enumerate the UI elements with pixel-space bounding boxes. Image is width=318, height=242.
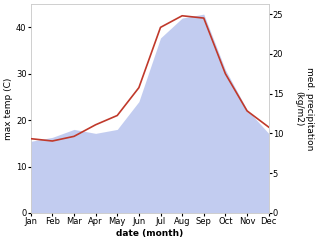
Y-axis label: med. precipitation
(kg/m2): med. precipitation (kg/m2) [294, 67, 314, 150]
Y-axis label: max temp (C): max temp (C) [4, 77, 13, 140]
X-axis label: date (month): date (month) [116, 229, 183, 238]
